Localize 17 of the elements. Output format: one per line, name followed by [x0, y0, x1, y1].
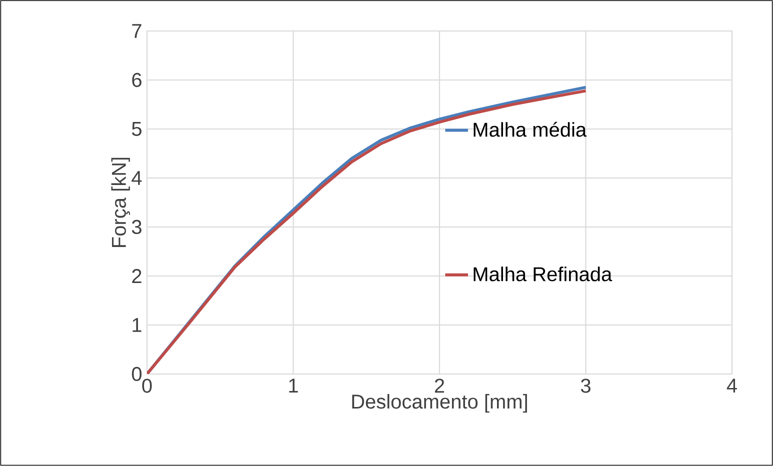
x-tick-label: 0 — [142, 378, 152, 393]
x-tick-label: 2 — [434, 378, 444, 393]
legend-label: Malha média — [474, 122, 587, 137]
y-axis-title: Força [kN] — [111, 158, 130, 247]
y-tick-label: 1 — [132, 318, 142, 332]
x-tick-label: 4 — [726, 378, 737, 392]
legend-label: Malha Refinada — [474, 266, 612, 282]
y-tick-label: 4 — [132, 171, 142, 185]
x-tick-label: 1 — [289, 378, 298, 392]
y-tick-label: 3 — [132, 220, 142, 234]
y-tick-label: 7 — [132, 24, 142, 38]
y-tick-label: 0 — [132, 366, 142, 382]
x-tick-label: 3 — [580, 378, 590, 393]
y-tick-label: 2 — [132, 269, 142, 283]
y-tick-label: 5 — [132, 122, 142, 136]
x-axis-title: Deslocamento [mm] — [352, 394, 527, 413]
y-tick-label: 6 — [132, 72, 142, 88]
